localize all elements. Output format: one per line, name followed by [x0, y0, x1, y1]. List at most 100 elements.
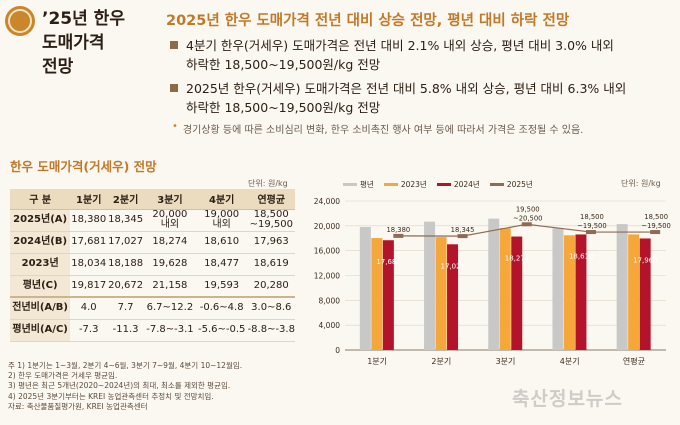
table-cell: 18,610 [196, 231, 248, 253]
table-cell: 7.7 [107, 297, 144, 319]
x-tick-label: 2분기 [431, 357, 451, 366]
table-cell: 20,000 내외 [144, 209, 196, 231]
header-cell: 구 분 [10, 189, 70, 209]
header-cell: 3분기 [144, 189, 196, 209]
table-cell: 18,477 [196, 253, 248, 275]
bar-chart: 0 4,000 8,000 12,000 16,000 20,000 24,000 17,68… [300, 170, 672, 375]
data-label-2024: 17,681 [376, 258, 401, 266]
bullet-item: 4분기 한우(거세우) 도매가격은 전년 대비 2.1% 내외 상승, 평년 대… [170, 36, 675, 74]
y-tick-label: 20,000 [314, 222, 340, 231]
bar-2024 [383, 240, 394, 350]
logo-icon [5, 6, 35, 36]
table-cell: 17,963 [248, 231, 295, 253]
table-cell: 21,158 [144, 275, 196, 297]
table-cell: 6.7~12.2 [144, 297, 196, 319]
bar-2023 [371, 238, 382, 350]
table-row: 평년비(A/C) -7.3 -11.3 -7.8~-3.1 -5.6~-0.5 -8.8~… [10, 319, 295, 341]
square-bullet-icon [170, 84, 178, 92]
bar-2023 [436, 237, 447, 350]
table-unit: 단위: 원/kg [248, 178, 288, 189]
header-cell: 1분기 [70, 189, 107, 209]
marker-2025 [393, 234, 403, 238]
table-cell: 19,593 [196, 275, 248, 297]
table-row: 2023년 18,034 18,188 19,628 18,477 18,619 [10, 253, 295, 275]
bar-2023 [500, 228, 511, 350]
bar-normal-year [552, 228, 563, 350]
table-notes: 주 1) 1분기는 1~3월, 2분기 4~6월, 3분기 7~9월, 4분기 … [8, 361, 242, 412]
table-cell: 17,681 [70, 231, 107, 253]
bar-normal-year [617, 224, 628, 350]
summary-bullets: 4분기 한우(거세우) 도매가격은 전년 대비 2.1% 내외 상승, 평년 대… [170, 36, 675, 136]
marker-2025 [458, 234, 468, 238]
marker-2025 [522, 222, 532, 226]
bar-normal-year [360, 227, 371, 350]
table-cell: -8.8~-3.8 [248, 319, 295, 341]
x-tick-label: 4분기 [560, 357, 580, 366]
marker-2025 [650, 230, 660, 234]
table-cell: 18,619 [248, 253, 295, 275]
header-cell: 2분기 [107, 189, 144, 209]
main-title: 2025년 한우 도매가격 전년 대비 상승 전망, 평년 대비 하락 전망 [166, 9, 569, 30]
bar-normal-year [424, 222, 435, 350]
table-cell: -0.6~4.8 [196, 297, 248, 319]
table-cell: 20,280 [248, 275, 295, 297]
y-tick-label: 24,000 [314, 197, 340, 206]
data-label-2024: 17,027 [441, 262, 466, 270]
x-tick-label: 3분기 [496, 357, 516, 366]
note-line: • 경기상황 등에 따른 소비심리 변화, 한우 소비촉진 행사 여부 등에 따라… [170, 121, 675, 136]
table-cell: -7.8~-3.1 [144, 319, 196, 341]
square-bullet-icon [170, 41, 178, 49]
header-cell: 4분기 [196, 189, 248, 209]
table-cell: 18,380 [70, 209, 107, 231]
watermark: 축산정보뉴스 [512, 384, 623, 411]
x-tick-label: 연평균 [623, 356, 645, 366]
table-cell: -7.3 [70, 319, 107, 341]
table-header-row: 구 분 1분기 2분기 3분기 4분기 연평균 [10, 189, 295, 209]
bullet-item: 2025년 한우(거세우) 도매가격은 전년 대비 5.8% 내외 상승, 평년… [170, 79, 675, 117]
table-row: 2025년(A) 18,380 18,345 20,000 내외 19,000 내외 18… [10, 209, 295, 231]
table-cell: -11.3 [107, 319, 144, 341]
bar-normal-year [488, 219, 499, 350]
table-cell: 18,274 [144, 231, 196, 253]
y-tick-label: 0 [335, 346, 340, 355]
row-header-cell: 2024년(B) [10, 231, 70, 253]
table-cell: 19,817 [70, 275, 107, 297]
price-table: 구 분 1분기 2분기 3분기 4분기 연평균 2025년(A) 18,380 18… [10, 189, 295, 342]
table-cell: 19,000 내외 [196, 209, 248, 231]
x-tick-label: 1분기 [367, 357, 387, 366]
row-header-cell: 평년(C) [10, 275, 70, 297]
data-label-2025: 19,500 ~20,500 [513, 205, 542, 222]
row-header-cell: 2025년(A) [10, 209, 70, 231]
data-label-2025: 18,500 ~19,500 [577, 213, 606, 230]
table-cell: 18,034 [70, 253, 107, 275]
data-label-2025: 18,380 [386, 226, 410, 234]
header-cell: 연평균 [248, 189, 295, 209]
table-cell: 19,628 [144, 253, 196, 275]
data-label-2024: 17,963 [633, 256, 658, 264]
table-cell: 18,345 [107, 209, 144, 231]
y-tick-label: 4,000 [319, 321, 341, 330]
data-label-2025: 18,500 ~19,500 [641, 213, 670, 230]
y-tick-label: 16,000 [314, 247, 340, 256]
bar-2024 [447, 244, 458, 350]
table-cell: 18,500 ~19,500 [248, 209, 295, 231]
row-header-cell: 전년비(A/B) [10, 297, 70, 319]
table-row: 평년(C) 19,817 20,672 21,158 19,593 20,280 [10, 275, 295, 297]
y-tick-label: 12,000 [314, 272, 340, 281]
section-heading: ’25년 한우 도매가격 전망 [42, 7, 157, 79]
row-header-cell: 평년비(A/C) [10, 319, 70, 341]
data-label-2025: 18,345 [451, 226, 475, 234]
table-row: 전년비(A/B) 4.0 7.7 6.7~12.2 -0.6~4.8 3.0~8.6 [10, 297, 295, 319]
y-tick-label: 8,000 [319, 296, 341, 305]
data-label-2024: 18,610 [569, 252, 594, 260]
table-cell: 20,672 [107, 275, 144, 297]
bar-2024 [640, 238, 651, 350]
table-cell: 18,188 [107, 253, 144, 275]
data-label-2024: 18,274 [505, 255, 530, 263]
table-cell: 3.0~8.6 [248, 297, 295, 319]
bar-2023 [628, 234, 639, 350]
marker-2025 [586, 230, 596, 234]
table-title: 한우 도매가격(거세우) 전망 [10, 156, 157, 175]
table-cell: 4.0 [70, 297, 107, 319]
row-header-cell: 2023년 [10, 253, 70, 275]
